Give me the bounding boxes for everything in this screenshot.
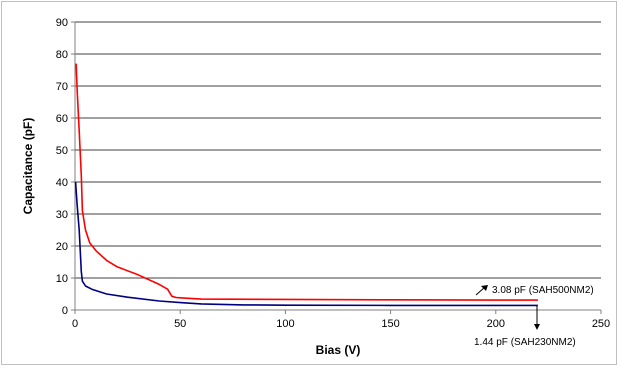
series-line-1 [75,63,538,301]
y-tick-label: 60 [56,113,68,125]
annotation-arrowhead-2 [534,324,540,330]
y-tick-label: 90 [56,17,68,29]
y-tick-label: 70 [56,81,68,93]
x-axis-label: Bias (V) [316,343,361,357]
y-tick-labels: 0 10 20 30 40 50 60 70 80 90 [56,17,68,317]
y-tick-label: 10 [56,273,68,285]
y-tick-label: 20 [56,241,68,253]
annotation-arrowhead-1 [481,285,488,291]
gridlines [75,21,601,279]
x-tick-label: 100 [276,318,294,330]
annotations: 3.08 pF (SAH500NM2) 1.44 pF (SAH230NM2) [474,285,594,348]
y-tick-label: 50 [56,145,68,157]
y-tick-label: 80 [56,49,68,61]
series-line-2 [74,181,538,307]
annotation-1: 3.08 pF (SAH500NM2) [492,285,594,296]
x-tick-label: 150 [381,318,399,330]
y-tick-label: 40 [56,177,68,189]
x-tick-label: 250 [592,318,610,330]
x-tick-labels: 0 50 100 150 200 250 [72,318,610,330]
series-lines [74,63,538,307]
y-axis-label: Capacitance (pF) [21,118,35,215]
x-tick-label: 200 [487,318,505,330]
axes [71,21,602,314]
y-tick-label: 30 [56,209,68,221]
x-tick-label: 0 [72,318,78,330]
x-tick-label: 50 [174,318,186,330]
annotation-2: 1.44 pF (SAH230NM2) [474,337,576,348]
y-tick-label: 0 [62,305,68,317]
